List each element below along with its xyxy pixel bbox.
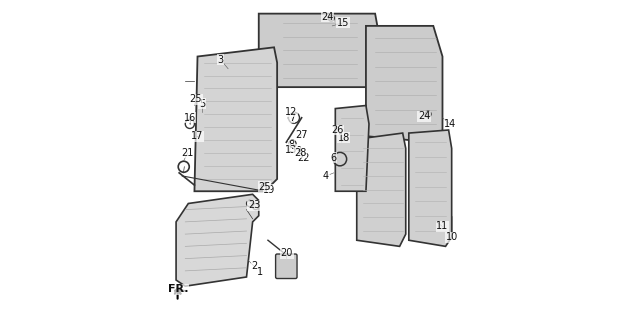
- Text: 15: 15: [337, 18, 349, 28]
- Text: 13: 13: [285, 145, 297, 155]
- Text: 26: 26: [332, 125, 344, 135]
- Text: 3: 3: [218, 55, 223, 65]
- Text: 21: 21: [182, 148, 194, 158]
- Text: 16: 16: [184, 113, 196, 123]
- Polygon shape: [366, 26, 442, 142]
- Text: 25: 25: [258, 182, 271, 192]
- FancyBboxPatch shape: [276, 254, 297, 278]
- Text: 25: 25: [189, 94, 202, 104]
- Text: 9: 9: [295, 146, 301, 156]
- Polygon shape: [356, 133, 406, 246]
- Text: 2: 2: [251, 261, 257, 271]
- Circle shape: [425, 111, 431, 117]
- Text: 22: 22: [297, 153, 309, 163]
- Text: 4: 4: [323, 171, 329, 181]
- Text: FR.: FR.: [168, 284, 189, 294]
- Text: 23: 23: [248, 200, 260, 210]
- Text: 5: 5: [199, 99, 205, 109]
- Text: 24: 24: [418, 111, 430, 121]
- Circle shape: [328, 15, 334, 21]
- Text: 10: 10: [445, 232, 458, 242]
- Text: 20: 20: [281, 248, 293, 258]
- Text: 24: 24: [321, 12, 334, 22]
- Text: 28: 28: [294, 148, 307, 158]
- Text: 17: 17: [191, 131, 204, 141]
- Text: 12: 12: [285, 107, 297, 116]
- Text: 19: 19: [263, 185, 276, 195]
- Text: 14: 14: [444, 119, 456, 129]
- Text: 8: 8: [289, 140, 295, 150]
- Polygon shape: [335, 105, 369, 191]
- Text: 1: 1: [257, 267, 263, 277]
- Text: 27: 27: [296, 129, 308, 140]
- Polygon shape: [176, 194, 259, 286]
- Polygon shape: [409, 130, 452, 246]
- Polygon shape: [259, 14, 381, 87]
- Text: 18: 18: [337, 133, 349, 143]
- Text: 11: 11: [436, 222, 449, 231]
- Text: 7: 7: [289, 113, 295, 123]
- Polygon shape: [195, 47, 277, 191]
- Text: 6: 6: [331, 153, 337, 163]
